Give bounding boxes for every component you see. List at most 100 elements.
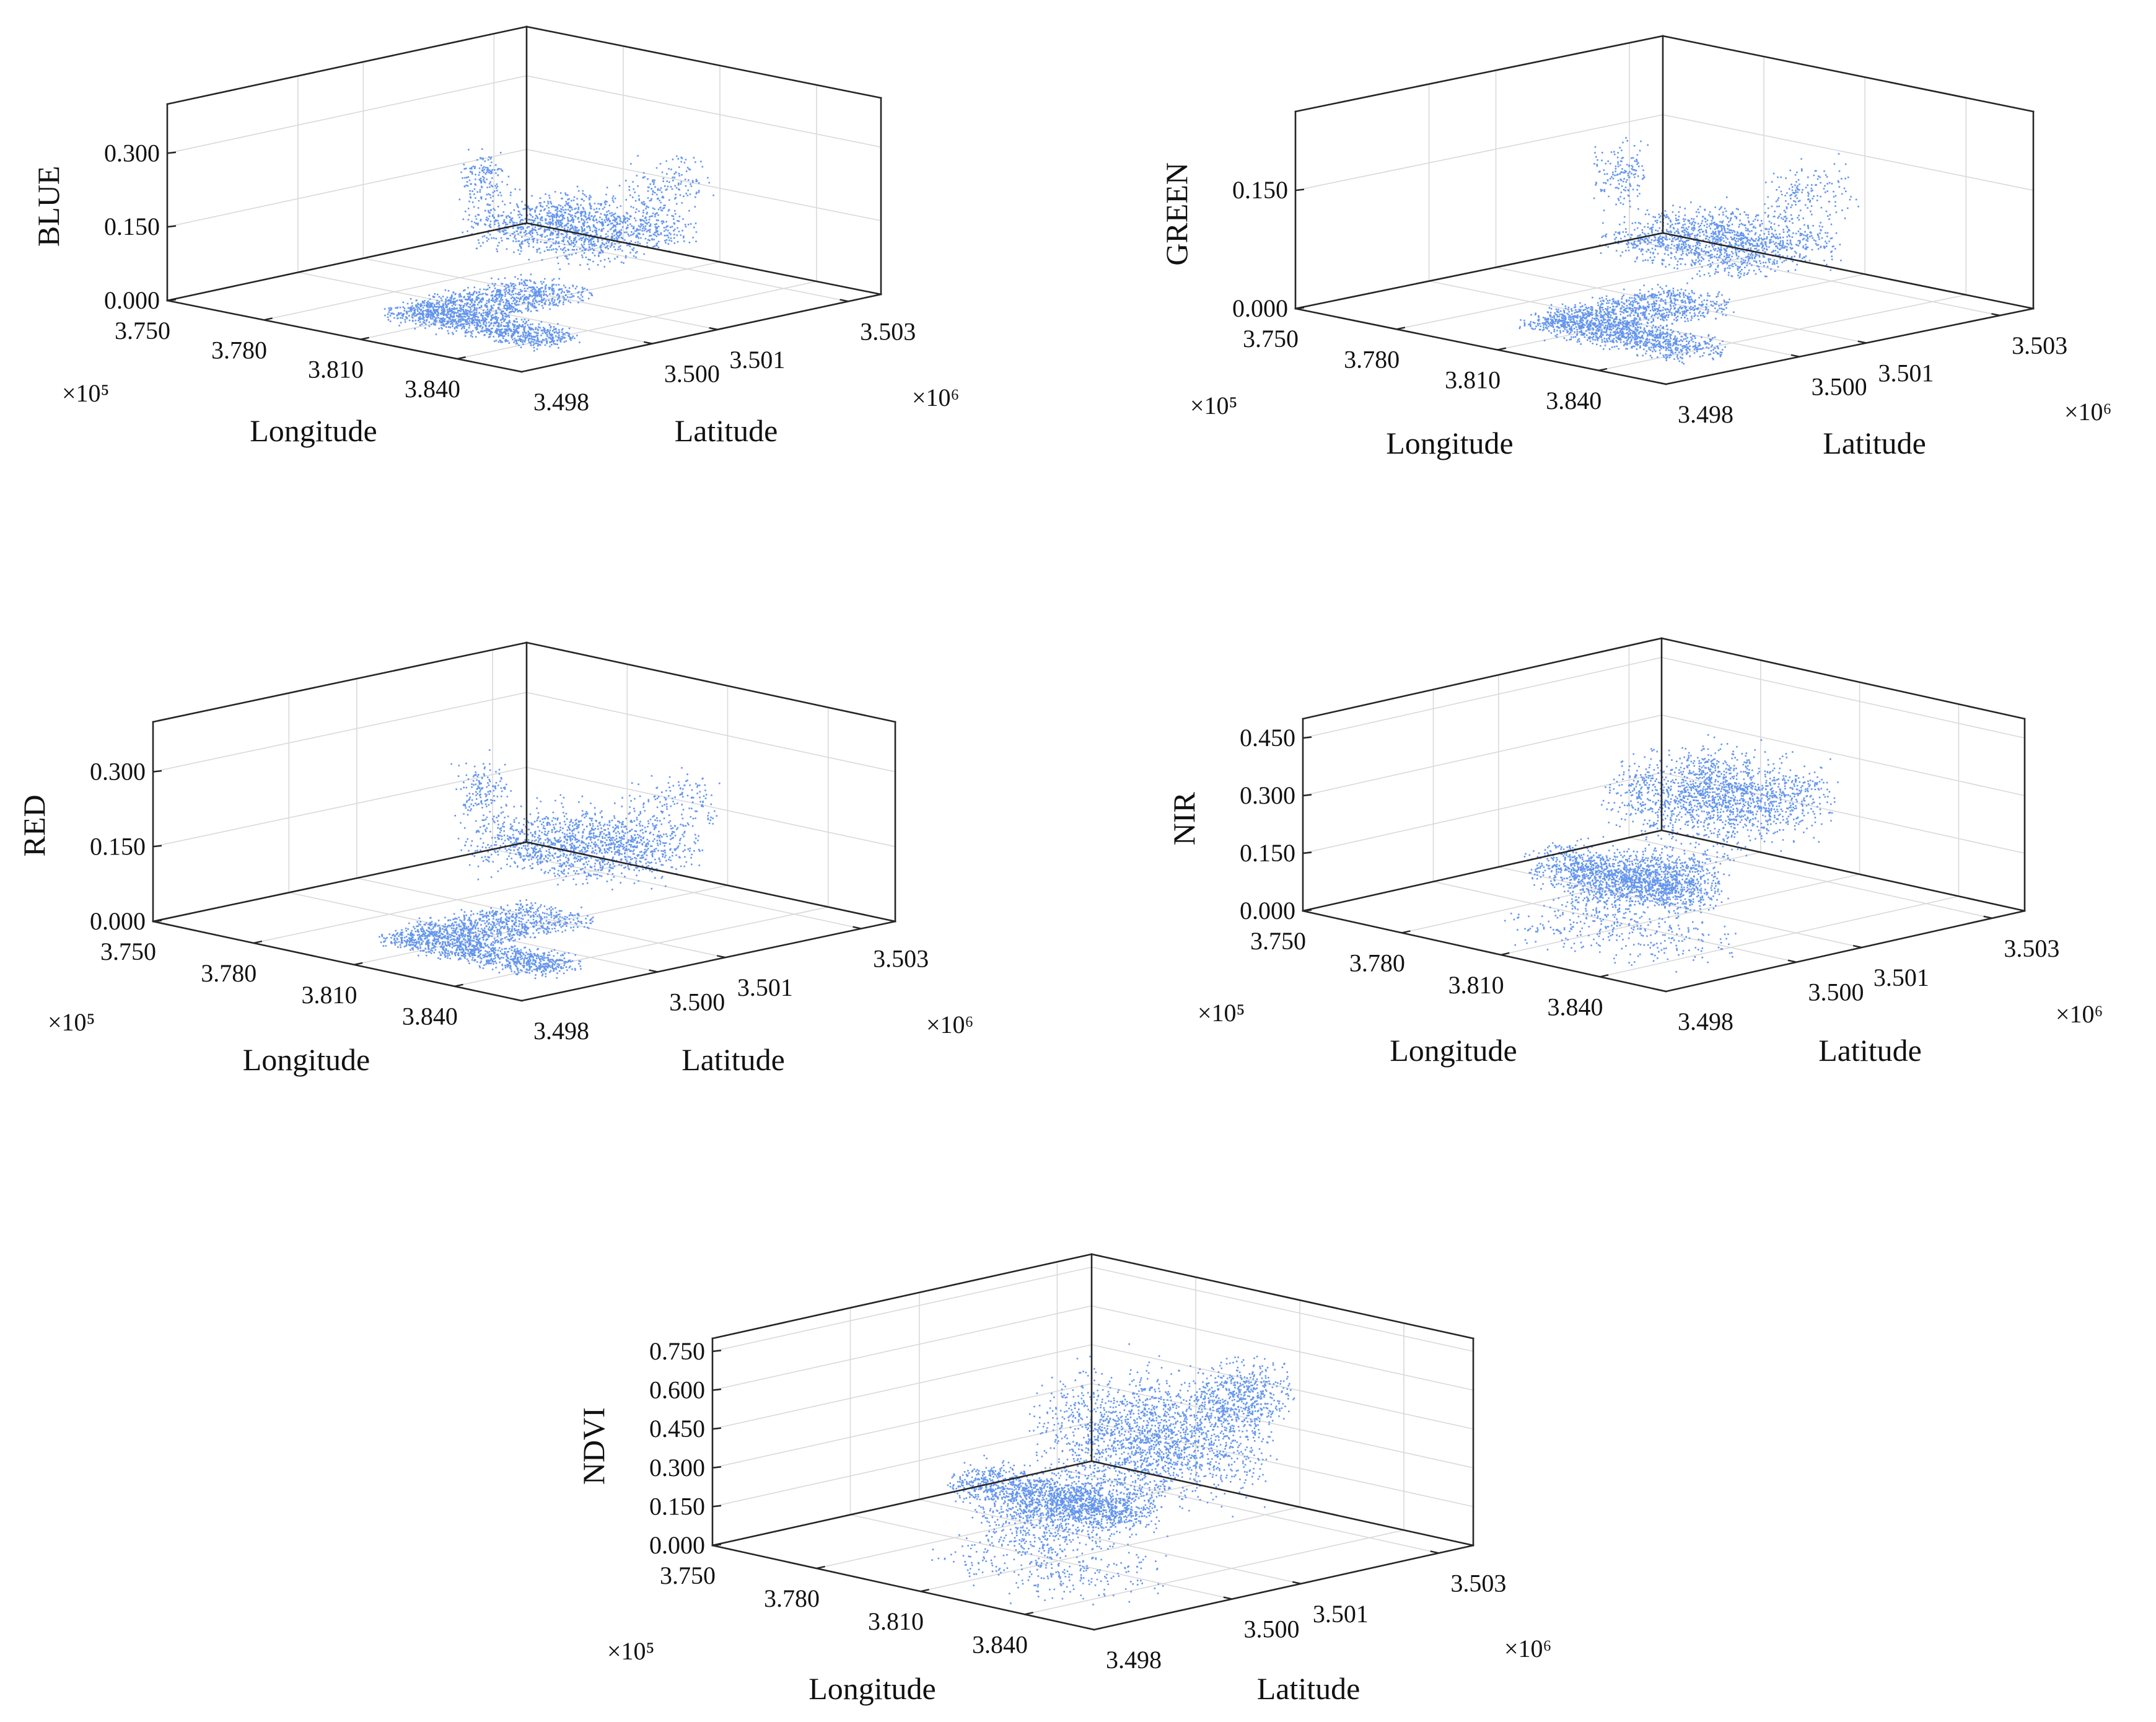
y-tick-label: 3.501 bbox=[1873, 964, 1929, 991]
x-tick bbox=[454, 983, 463, 987]
z-tick bbox=[1302, 794, 1312, 797]
z-tick-label: 0.600 bbox=[649, 1376, 705, 1404]
z-tick-label: 0.150 bbox=[104, 213, 160, 240]
x-tick-label: 3.780 bbox=[1344, 345, 1400, 373]
axis-line bbox=[1090, 1460, 1475, 1547]
axis-line bbox=[711, 1544, 1095, 1631]
z-tick bbox=[712, 1350, 722, 1353]
y-tick-label: 3.500 bbox=[669, 988, 725, 1016]
z-tick-label: 0.150 bbox=[1232, 176, 1288, 204]
y-tick bbox=[839, 299, 849, 302]
x-multiplier: ×10⁵ bbox=[1190, 392, 1238, 420]
x-tick bbox=[263, 317, 273, 321]
x-tick-label: 3.810 bbox=[302, 981, 357, 1009]
scatter-points bbox=[379, 749, 721, 980]
x-tick-label: 3.780 bbox=[211, 336, 267, 364]
scatter-points bbox=[1504, 734, 1839, 973]
grid-line bbox=[1302, 714, 2025, 796]
axes-box bbox=[1294, 35, 2035, 385]
panel-blue: 0.000 0.150 0.300 3.750 3.780 3.810 3.840 3.498… bbox=[31, 25, 960, 448]
y-tick bbox=[1787, 959, 1797, 963]
axis-line bbox=[166, 299, 523, 373]
y-tick-label: 3.503 bbox=[2004, 934, 2059, 962]
x-tick-label: 3.750 bbox=[115, 317, 170, 345]
tick-labels: 0.000 0.150 3.750 3.780 3.810 3.840 3.498 3.500… bbox=[1232, 176, 2067, 428]
grid-line bbox=[1302, 772, 2025, 854]
tick-labels: 0.000 0.150 0.300 0.450 3.750 3.780 3.810 3.840… bbox=[1240, 724, 2059, 1035]
y-tick bbox=[716, 955, 726, 959]
y-tick-label: 3.501 bbox=[729, 346, 785, 374]
grid-line bbox=[1302, 657, 2025, 739]
axis-line bbox=[1093, 1544, 1475, 1631]
axis-line bbox=[1665, 307, 2035, 385]
z-axis-label: NIR bbox=[1167, 791, 1201, 845]
axes-box bbox=[1302, 637, 2026, 993]
y-tick bbox=[852, 926, 862, 929]
x-tick-label: 3.840 bbox=[1546, 387, 1602, 415]
x-tick bbox=[1501, 952, 1510, 956]
z-tick bbox=[1295, 188, 1305, 191]
grid-line bbox=[919, 1292, 1301, 1584]
y-tick bbox=[513, 998, 522, 1002]
x-tick-label: 3.780 bbox=[764, 1584, 820, 1612]
y-tick-label: 3.500 bbox=[664, 360, 720, 388]
x-tick-label: 3.810 bbox=[1448, 971, 1504, 999]
tick-labels: 0.000 0.150 0.300 3.750 3.780 3.810 3.840 3.498… bbox=[90, 758, 929, 1045]
grid-line bbox=[1024, 1323, 1404, 1615]
grid-line bbox=[493, 33, 849, 302]
grid-line bbox=[1396, 56, 1764, 330]
axis-line bbox=[166, 222, 528, 302]
y-tick-label: 3.498 bbox=[1106, 1646, 1162, 1674]
x-multiplier: ×10⁵ bbox=[607, 1637, 655, 1665]
grid-line bbox=[356, 679, 726, 958]
scatter-point-cloud bbox=[1504, 734, 1839, 973]
axis-line bbox=[1665, 910, 2026, 993]
grid-line bbox=[152, 767, 896, 848]
x-tick bbox=[1598, 367, 1608, 371]
scatter-point-cloud bbox=[383, 148, 714, 352]
y-tick bbox=[1983, 915, 1992, 919]
panel-nir: 0.000 0.150 0.300 0.450 3.750 3.780 3.810 3.840… bbox=[1167, 637, 2103, 1068]
x-axis-label: Longitude bbox=[1390, 1033, 1517, 1068]
y-tick bbox=[649, 969, 658, 973]
y-tick-label: 3.498 bbox=[1678, 400, 1733, 428]
z-tick bbox=[712, 1505, 722, 1508]
x-axis-label: Longitude bbox=[250, 413, 377, 448]
y-axis-label: Latitude bbox=[675, 413, 778, 448]
y-tick-label: 3.503 bbox=[860, 317, 916, 345]
z-tick-label: 0.150 bbox=[90, 832, 146, 860]
y-tick-label: 3.498 bbox=[1678, 1008, 1733, 1035]
y-tick bbox=[1991, 313, 2000, 317]
z-tick-label: 0.450 bbox=[649, 1415, 705, 1443]
x-tick bbox=[712, 1542, 721, 1547]
panel-ndvi: 0.000 0.150 0.300 0.450 0.600 0.750 3.750 3.780… bbox=[576, 1253, 1552, 1706]
grid-line bbox=[712, 1421, 1474, 1508]
grid-line bbox=[457, 85, 817, 359]
scatter-points bbox=[1518, 137, 1859, 365]
y-tick-label: 3.503 bbox=[1450, 1569, 1506, 1597]
z-axis-label: BLUE bbox=[31, 166, 66, 247]
x-tick-label: 3.750 bbox=[100, 938, 156, 965]
z-tick-label: 0.000 bbox=[1240, 897, 1295, 925]
z-tick-label: 0.150 bbox=[649, 1492, 705, 1520]
grid-line bbox=[1295, 114, 2034, 191]
y-tick bbox=[1790, 354, 1800, 358]
x-tick bbox=[920, 1588, 929, 1592]
x-tick bbox=[1396, 327, 1406, 330]
x-multiplier: ×10⁵ bbox=[1198, 999, 1245, 1027]
z-tick-label: 0.000 bbox=[104, 286, 160, 314]
z-tick bbox=[152, 770, 162, 773]
x-tick-label: 3.840 bbox=[405, 375, 460, 403]
x-axis-label: Longitude bbox=[809, 1671, 936, 1706]
scatter-points bbox=[931, 1343, 1295, 1606]
tick-labels: 0.000 0.150 0.300 0.450 0.600 0.750 3.750 3.780… bbox=[649, 1337, 1506, 1674]
axes-box bbox=[711, 1253, 1475, 1631]
y-tick-label: 3.501 bbox=[1878, 359, 1934, 387]
x-tick bbox=[1302, 908, 1312, 912]
grid-line bbox=[920, 1300, 1300, 1592]
axis-line bbox=[152, 841, 528, 923]
grid-line bbox=[492, 649, 862, 929]
x-tick bbox=[1401, 930, 1411, 934]
y-tick bbox=[1430, 1550, 1439, 1554]
y-tick bbox=[1657, 382, 1667, 385]
